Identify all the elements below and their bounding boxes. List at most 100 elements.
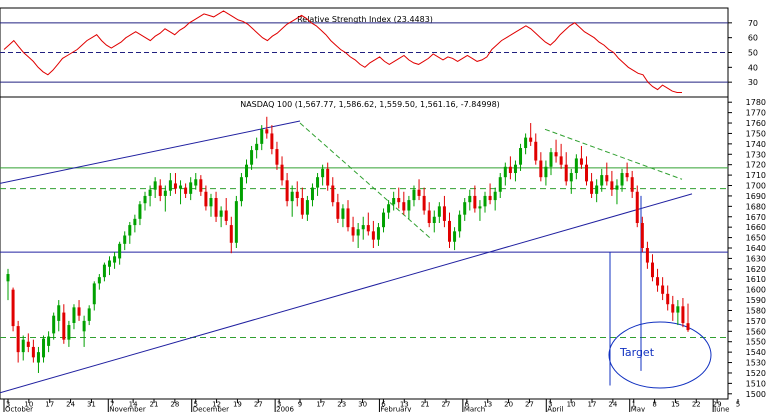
candle-body [666,293,670,305]
candle-body [158,185,162,196]
candle-body [432,216,436,224]
candle-body [255,143,259,151]
x-tick-label: 5 [193,401,197,409]
candle-body [31,346,35,358]
x-tick-label: 14 [129,401,138,409]
candle-body [585,164,589,182]
rsi-guides [0,22,728,83]
candle-body [605,175,609,182]
candle-body [529,137,533,142]
price-tick-label: 1760 [746,119,766,128]
x-tick-label: 10 [24,401,33,409]
candle-body [356,229,360,236]
candle-body [163,190,167,196]
candle-body [265,129,269,134]
candle-body [128,225,132,236]
candle-body [376,227,380,240]
candle-body [508,166,512,174]
candle-body [118,243,122,259]
x-tick-label: 30 [358,401,367,409]
x-tick-label: 8 [652,401,656,409]
rsi-tick-label: 30 [748,78,758,87]
candle-body [204,191,208,207]
candle-body [224,210,228,221]
candle-body [113,256,117,263]
x-month-label: December [193,406,229,413]
candle-body [300,198,304,215]
price-tick-label: 1680 [746,202,766,211]
candle-body [310,187,314,201]
candle-body [371,231,375,240]
price-tick-label: 1720 [746,161,766,170]
x-month-label: November [109,406,146,413]
candle-body [676,306,680,313]
x-tick-label: 12 [212,401,221,409]
candle-body [133,218,137,226]
candle-body [102,264,106,278]
candle-body [321,168,325,178]
price-tick-label: 1530 [746,359,766,368]
candle-body [645,248,649,263]
x-month-label: May [631,406,645,413]
candle-body [422,195,426,211]
candle-body [138,204,142,219]
candle-body [67,325,71,340]
candle-body [326,168,330,186]
x-tick-label: 21 [150,401,159,409]
candle-body [513,164,517,174]
x-tick-label: 3 [548,401,552,409]
candle-body [554,152,558,157]
price-title: NASDAQ 100 (1,567.77, 1,586.62, 1,559.50… [240,100,500,109]
candle-body [260,129,264,144]
candle-body [559,156,563,165]
price-tick-label: 1660 [746,223,766,232]
x-tick-label: 5 [736,401,740,409]
candle-body [351,227,355,236]
candle-body [229,225,233,243]
candle-body [194,179,198,186]
x-tick-label: 13 [483,401,492,409]
rsi-y-axis: 30 40 50 60 70 [728,19,758,87]
candle-body [62,312,66,340]
candle-body [686,323,690,331]
candle-body [173,183,177,189]
candle-body [316,177,320,188]
candle-body [52,315,56,334]
candle-body [656,277,660,286]
x-tick-label: 21 [421,401,430,409]
candle-body [610,181,614,190]
candle-body [458,214,462,232]
rsi-panel: Relative Strength Index (23.4483) 30 40 50… [0,7,758,98]
candle-body [209,198,213,207]
x-tick-label: 17 [316,401,325,409]
candle-body [524,137,528,149]
x-tick-label: 9 [298,401,302,409]
price-tick-label: 1730 [746,150,766,159]
target-label: Target [619,346,655,359]
candle-body [453,231,457,242]
candle-body [250,150,254,165]
candle-body [72,307,76,323]
candle-body [625,173,629,178]
target-annotation: Target [619,346,655,359]
price-panel: NASDAQ 100 (1,567.77, 1,586.62, 1,559.50… [0,96,766,400]
x-tick-label: 6 [381,401,386,409]
candle-body [148,189,152,196]
candle-body [42,338,46,358]
candle-body [503,166,507,178]
candle-body [143,195,147,204]
candle-body [590,181,594,194]
candle-body [6,274,10,282]
candle-body [87,308,91,321]
x-tick-label: 29 [713,401,722,409]
candle-body [36,352,40,363]
candle-body [239,177,243,202]
candle-body [179,185,183,189]
rsi-title: Relative Strength Index (23.4483) [297,15,433,24]
price-tick-label: 1670 [746,213,766,222]
x-month-label: October [5,406,33,413]
candle-body [671,304,675,313]
candle-body [21,339,25,353]
price-tick-label: 1590 [746,296,766,305]
